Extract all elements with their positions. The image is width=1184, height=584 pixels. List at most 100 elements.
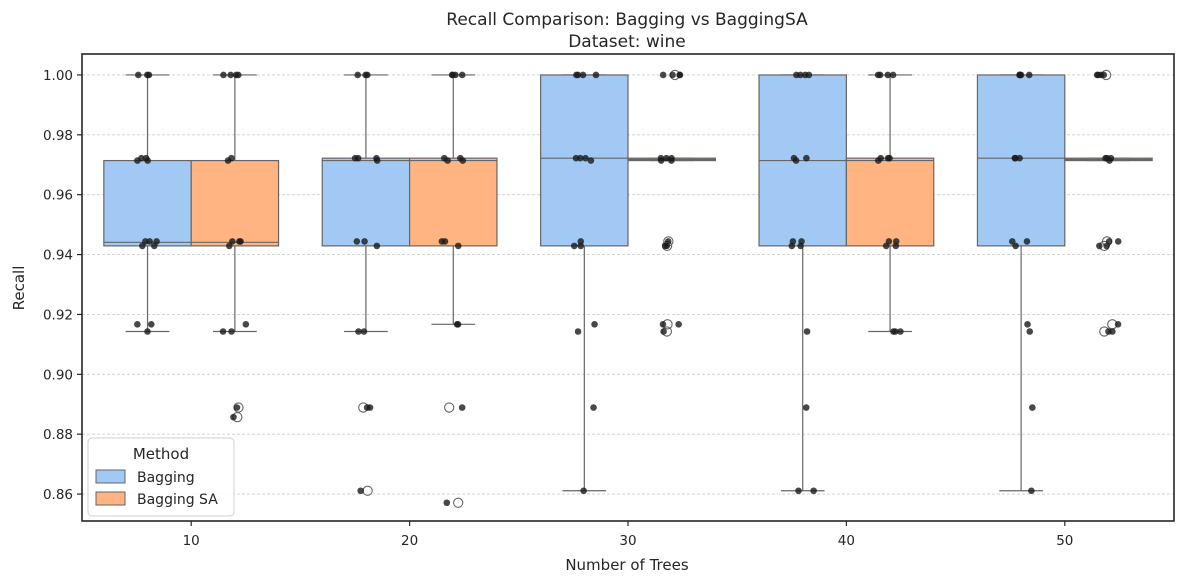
- box-bagging-sa-10: [190, 74, 280, 423]
- y-axis-label: Recall: [10, 266, 28, 311]
- strip-point: [1011, 154, 1019, 162]
- strip-point: [668, 157, 675, 164]
- strip-point: [237, 238, 244, 245]
- axis-ticks: 0.86 0.88 0.90 0.92 0.94 0.96 0.98 1.00 10 20 30 40…: [43, 68, 1073, 549]
- strip-point: [669, 71, 676, 79]
- strip-point: [144, 328, 151, 335]
- strip-point: [134, 321, 141, 328]
- strip-point: [591, 321, 598, 328]
- strip-point: [590, 404, 597, 411]
- strip-point: [874, 157, 882, 164]
- x-tick-label: 40: [838, 533, 855, 549]
- box-bagging-10: [103, 74, 192, 333]
- box-body: [845, 157, 935, 247]
- strip-point: [574, 328, 582, 335]
- strip-point: [810, 487, 817, 495]
- box-bagging-sa-30: [627, 69, 716, 337]
- box-layer: [103, 69, 1153, 508]
- x-tick-label: 10: [183, 533, 200, 549]
- legend-label-bagging: Bagging: [137, 470, 195, 486]
- strip-point: [884, 71, 892, 79]
- strip-point: [351, 154, 359, 162]
- strip-point: [1016, 71, 1024, 79]
- strip-point: [228, 328, 235, 335]
- y-tick-label: 0.88: [43, 427, 73, 443]
- strip-point: [663, 154, 670, 162]
- strip-point: [147, 321, 155, 328]
- strip-point: [219, 328, 227, 335]
- box-body: [103, 159, 192, 247]
- box-bagging-20: [321, 74, 411, 496]
- strip-point: [659, 321, 667, 328]
- strip-point: [139, 242, 146, 250]
- strip-point: [803, 154, 810, 162]
- legend-title: Method: [133, 445, 189, 463]
- x-tick-label: 20: [401, 533, 418, 549]
- strip-point: [890, 328, 897, 335]
- strip-point: [889, 71, 897, 79]
- box-body: [321, 157, 411, 247]
- strip-point: [1114, 238, 1122, 245]
- strip-point: [580, 487, 587, 495]
- strip-point: [150, 242, 158, 250]
- y-tick-label: 0.96: [43, 188, 73, 204]
- strip-point: [884, 154, 892, 162]
- strip-point: [1106, 157, 1113, 164]
- box-bagging-40: [758, 74, 847, 492]
- strip-point: [795, 487, 802, 495]
- x-tick-label: 30: [619, 533, 636, 549]
- strip-point: [577, 242, 585, 250]
- box-body: [409, 157, 498, 247]
- strip-point: [373, 157, 381, 164]
- strip-point: [802, 404, 810, 411]
- strip-point: [1100, 71, 1108, 79]
- chart-title: Recall Comparison: Bagging vs BaggingSA: [446, 10, 808, 30]
- strip-point: [582, 154, 589, 162]
- y-tick-label: 0.92: [43, 307, 73, 323]
- strip-point: [355, 328, 362, 335]
- strip-point: [233, 404, 241, 411]
- strip-point: [574, 71, 582, 79]
- chart-subtitle: Dataset: wine: [568, 32, 686, 52]
- box-bagging-30: [540, 74, 629, 492]
- legend-swatch-bagging-sa: [95, 491, 126, 506]
- strip-point: [1096, 242, 1103, 250]
- strip-point: [453, 321, 461, 328]
- strip-point: [441, 238, 449, 245]
- strip-point: [1029, 404, 1036, 411]
- y-tick-label: 1.00: [43, 68, 73, 84]
- strip-point: [1093, 71, 1101, 79]
- strip-point: [144, 157, 151, 164]
- legend: Method Bagging Bagging SA: [87, 437, 235, 517]
- strip-point: [882, 242, 890, 250]
- strip-point: [587, 157, 595, 164]
- legend-swatch-bagging: [95, 469, 126, 484]
- strip-point: [1105, 328, 1112, 335]
- strip-point: [1025, 71, 1033, 79]
- strip-point: [443, 499, 451, 507]
- strip-point: [1026, 328, 1034, 335]
- strip-point: [675, 321, 682, 328]
- strip-point: [579, 71, 587, 79]
- strip-point: [458, 404, 466, 411]
- strip-point: [361, 238, 368, 245]
- y-tick-label: 0.90: [43, 367, 73, 383]
- strip-point: [220, 71, 227, 79]
- strip-point: [1028, 487, 1035, 495]
- strip-point: [459, 157, 467, 164]
- strip-point: [572, 154, 580, 162]
- strip-point: [360, 328, 368, 335]
- x-tick-label: 50: [1056, 533, 1073, 549]
- strip-point: [227, 71, 234, 79]
- strip-point: [1023, 238, 1031, 245]
- strip-point: [797, 242, 804, 250]
- strip-point: [134, 157, 141, 164]
- strip-point: [797, 71, 804, 79]
- strip-point: [224, 157, 232, 164]
- strip-point: [876, 71, 884, 79]
- strip-point: [657, 157, 665, 164]
- strip-point: [454, 242, 462, 250]
- strip-points: [134, 71, 1122, 507]
- strip-point: [1114, 321, 1122, 328]
- box-body: [190, 159, 280, 247]
